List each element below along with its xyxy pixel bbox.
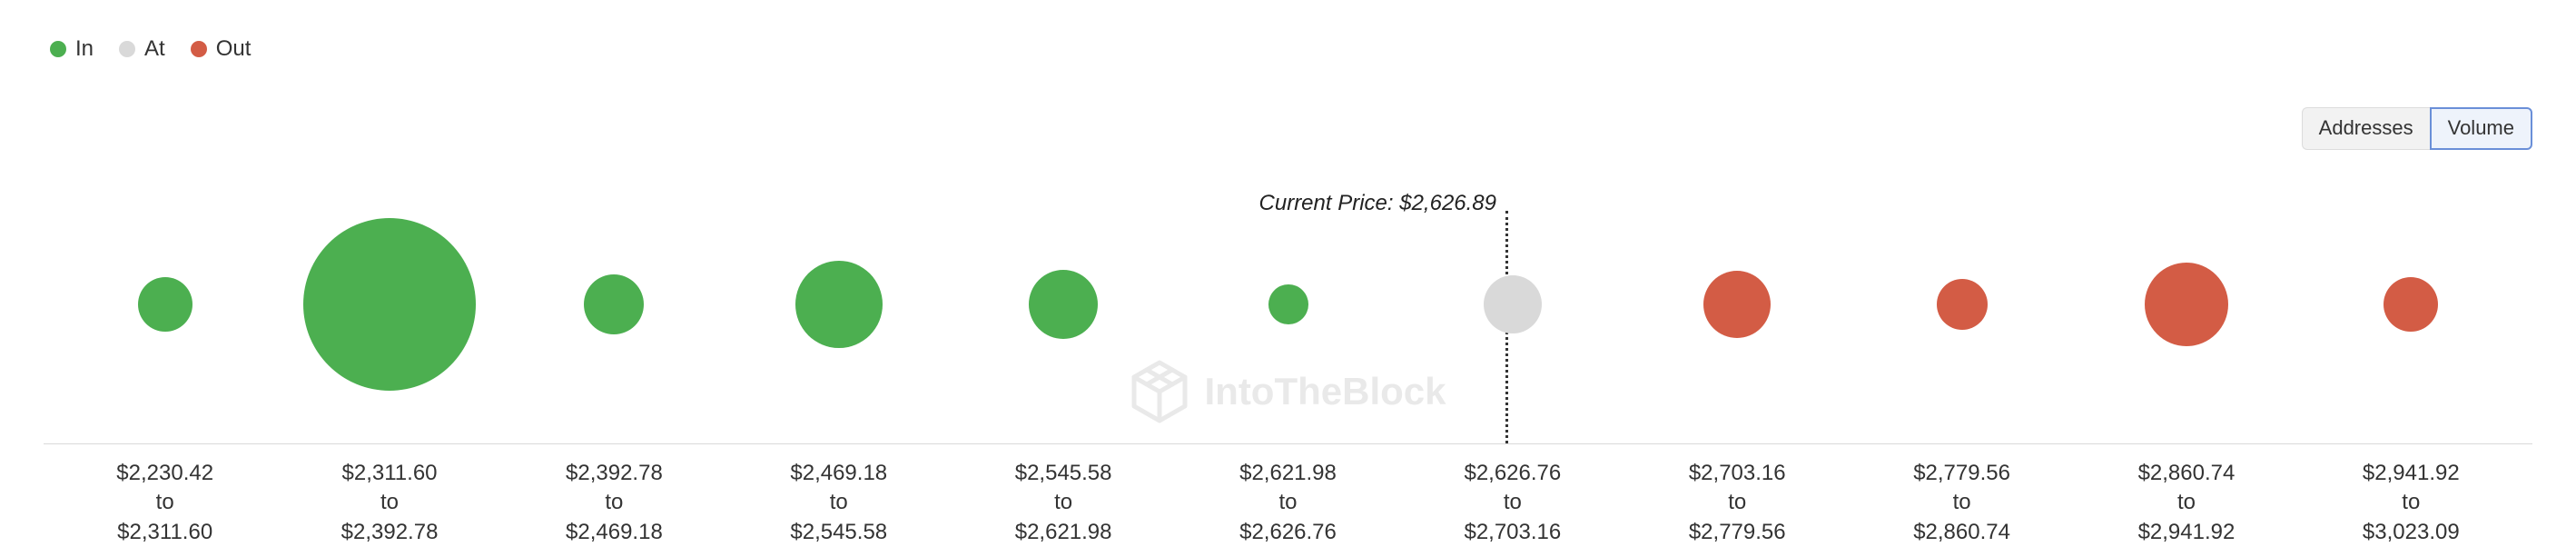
x-axis-tick-label: $2,311.60to$2,392.78 bbox=[341, 459, 439, 547]
x-axis-tick-label: $2,545.58to$2,621.98 bbox=[1015, 459, 1112, 547]
x-axis-tick-label: $2,469.18to$2,545.58 bbox=[790, 459, 887, 547]
toggle-addresses[interactable]: Addresses bbox=[2302, 107, 2430, 150]
bubble-in[interactable] bbox=[1268, 284, 1308, 324]
range-to-word: to bbox=[341, 488, 439, 517]
legend-item-at[interactable]: At bbox=[119, 36, 165, 62]
bubble-at[interactable] bbox=[1484, 275, 1542, 333]
x-axis-tick-label: $2,392.78to$2,469.18 bbox=[566, 459, 663, 547]
toggle-volume[interactable]: Volume bbox=[2430, 107, 2532, 150]
bubble-in[interactable] bbox=[1029, 270, 1098, 339]
range-to-word: to bbox=[1464, 488, 1561, 517]
watermark-cube-icon bbox=[1130, 359, 1188, 424]
iotb-chart-container: In At Out AddressesVolume IntoTheBlock Cur… bbox=[0, 0, 2576, 535]
legend-dot-icon bbox=[191, 41, 207, 57]
legend-label: At bbox=[144, 36, 165, 62]
bubble-in[interactable] bbox=[584, 274, 644, 334]
x-axis-tick-label: $2,860.74to$2,941.92 bbox=[2138, 459, 2235, 547]
range-to-word: to bbox=[1913, 488, 2010, 517]
range-to: $2,311.60 bbox=[116, 518, 213, 547]
bubble-in[interactable] bbox=[795, 261, 883, 348]
range-to-word: to bbox=[2363, 488, 2460, 517]
range-to: $2,621.98 bbox=[1015, 518, 1112, 547]
x-axis-line bbox=[44, 443, 2532, 444]
range-from: $2,626.76 bbox=[1464, 459, 1561, 488]
range-to-word: to bbox=[790, 488, 887, 517]
range-to: $3,023.09 bbox=[2363, 518, 2460, 547]
range-to: $2,626.76 bbox=[1239, 518, 1337, 547]
view-toggle: AddressesVolume bbox=[2302, 107, 2532, 150]
legend-dot-icon bbox=[119, 41, 135, 57]
legend-item-in[interactable]: In bbox=[50, 36, 94, 62]
range-to: $2,545.58 bbox=[790, 518, 887, 547]
range-from: $2,621.98 bbox=[1239, 459, 1337, 488]
range-to: $2,469.18 bbox=[566, 518, 663, 547]
range-from: $2,703.16 bbox=[1689, 459, 1786, 488]
range-to: $2,703.16 bbox=[1464, 518, 1561, 547]
range-to-word: to bbox=[566, 488, 663, 517]
bubble-in[interactable] bbox=[138, 277, 192, 332]
range-from: $2,230.42 bbox=[116, 459, 213, 488]
bubble-out[interactable] bbox=[2384, 277, 2438, 332]
current-price-label: Current Price: $2,626.89 bbox=[1259, 191, 1496, 216]
range-from: $2,545.58 bbox=[1015, 459, 1112, 488]
bubble-out[interactable] bbox=[1703, 271, 1771, 338]
range-to-word: to bbox=[2138, 488, 2235, 517]
range-to: $2,860.74 bbox=[1913, 518, 2010, 547]
bubble-in[interactable] bbox=[303, 218, 476, 391]
bubble-out[interactable] bbox=[1937, 279, 1988, 330]
range-from: $2,779.56 bbox=[1913, 459, 2010, 488]
range-from: $2,860.74 bbox=[2138, 459, 2235, 488]
legend-label: In bbox=[75, 36, 94, 62]
range-to: $2,941.92 bbox=[2138, 518, 2235, 547]
legend-dot-icon bbox=[50, 41, 66, 57]
range-to-word: to bbox=[1689, 488, 1786, 517]
range-to: $2,392.78 bbox=[341, 518, 439, 547]
range-from: $2,469.18 bbox=[790, 459, 887, 488]
range-from: $2,392.78 bbox=[566, 459, 663, 488]
legend: In At Out bbox=[50, 36, 251, 62]
watermark: IntoTheBlock bbox=[1130, 359, 1446, 424]
x-axis-tick-label: $2,626.76to$2,703.16 bbox=[1464, 459, 1561, 547]
legend-label: Out bbox=[216, 36, 252, 62]
x-axis-tick-label: $2,703.16to$2,779.56 bbox=[1689, 459, 1786, 547]
bubble-out[interactable] bbox=[2145, 263, 2228, 346]
x-axis-tick-label: $2,621.98to$2,626.76 bbox=[1239, 459, 1337, 547]
x-axis-tick-label: $2,230.42to$2,311.60 bbox=[116, 459, 213, 547]
range-from: $2,311.60 bbox=[341, 459, 439, 488]
range-to-word: to bbox=[1015, 488, 1112, 517]
range-from: $2,941.92 bbox=[2363, 459, 2460, 488]
x-axis-tick-label: $2,779.56to$2,860.74 bbox=[1913, 459, 2010, 547]
legend-item-out[interactable]: Out bbox=[191, 36, 252, 62]
x-axis-tick-label: $2,941.92to$3,023.09 bbox=[2363, 459, 2460, 547]
range-to: $2,779.56 bbox=[1689, 518, 1786, 547]
range-to-word: to bbox=[116, 488, 213, 517]
watermark-text: IntoTheBlock bbox=[1204, 370, 1446, 413]
range-to-word: to bbox=[1239, 488, 1337, 517]
